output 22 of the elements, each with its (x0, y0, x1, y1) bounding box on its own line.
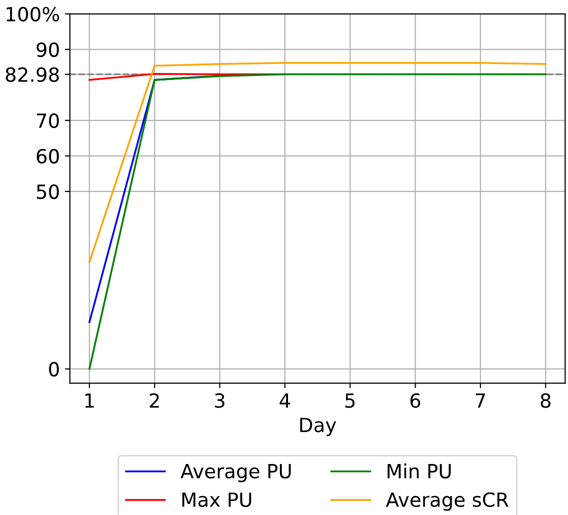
x-axis-title: Day (300, 418, 336, 436)
x-tick-label: 8 (540, 393, 550, 408)
legend-label: Max PU (182, 492, 252, 508)
line-series (88, 73, 547, 370)
legend-label: Average PU (180, 464, 291, 482)
y-tick-label: 60 (36, 148, 59, 164)
x-tick-label: 6 (410, 393, 420, 408)
x-tick-label: 2 (150, 393, 159, 408)
y-tick-label: 50 (36, 184, 59, 200)
legend-label: Average sCR (386, 492, 508, 511)
y-tick-label: 70 (36, 113, 59, 128)
legend-label: Min PU (388, 463, 451, 478)
y-tick-label: 90 (36, 42, 59, 58)
line-series (88, 62, 547, 263)
y-tick-label: 0 (49, 362, 59, 377)
x-tick-label: 7 (476, 393, 485, 408)
y-tick-label: 82.98 (6, 67, 59, 82)
y-tick-label: 100% (6, 6, 60, 22)
x-tick-label: 3 (215, 393, 224, 408)
x-tick-label: 5 (345, 393, 355, 408)
x-tick-label: 1 (85, 393, 94, 408)
x-tick-label: 4 (280, 393, 290, 408)
